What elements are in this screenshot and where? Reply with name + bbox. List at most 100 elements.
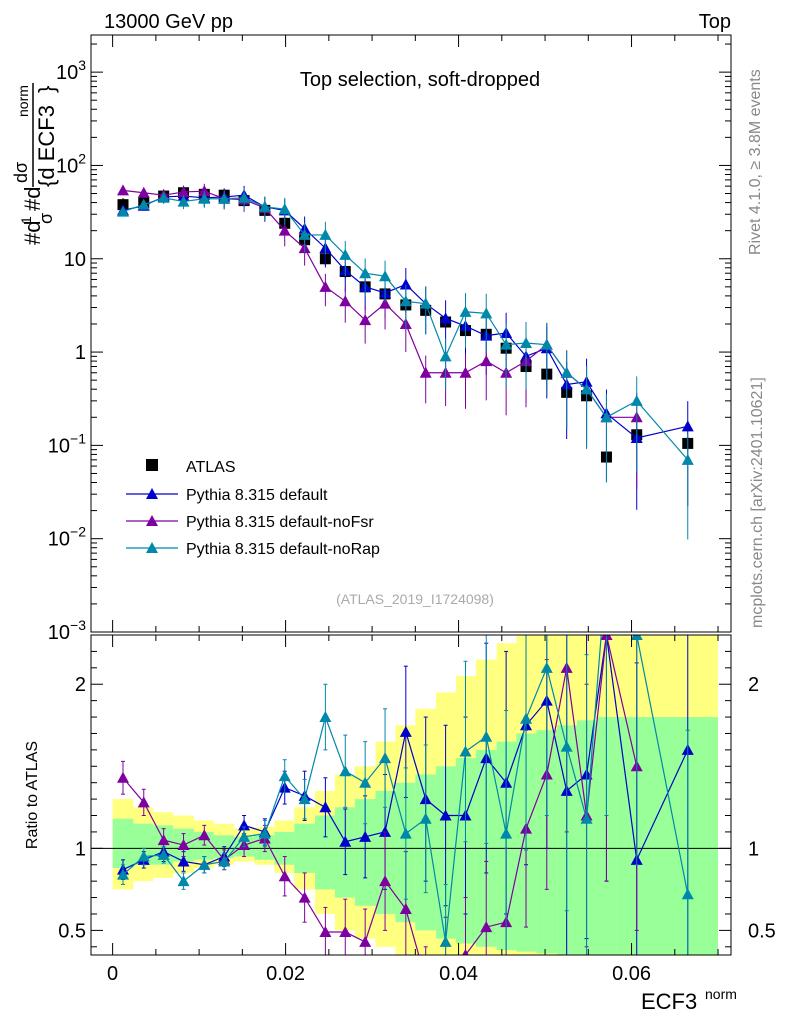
noRap-data-point	[500, 338, 513, 350]
analysis-id: (ATLAS_2019_I1724098)	[336, 591, 494, 607]
legend-item-nofsr: Pythia 8.315 default-noFsr	[126, 514, 374, 531]
noRap-data-point	[117, 205, 129, 217]
noFsr-ratio-point	[157, 834, 170, 846]
legend-label-default: Pythia 8.315 default	[186, 487, 328, 504]
main-y-tick-label: 10	[64, 249, 86, 271]
noRap-data-point	[630, 394, 643, 406]
legend: ATLAS Pythia 8.315 default Pythia 8.315 …	[126, 459, 380, 558]
ratio-x-tick-label: 0.02	[266, 963, 305, 985]
noRap-ratio-point	[298, 793, 311, 805]
legend-marker-norap	[146, 542, 158, 553]
tick-exponent: 2	[78, 150, 86, 166]
noFsr-data-point	[459, 366, 472, 378]
ratio-y-tick-label: 2	[75, 674, 86, 696]
ratio-uncertainty-band-inner	[133, 823, 154, 865]
noRap-data-point	[319, 228, 332, 240]
energy-label: 13000 GeV pp	[104, 11, 233, 33]
legend-marker-nofsr	[146, 515, 158, 526]
ratio-plot-frame	[90, 634, 732, 956]
ratio-y-tick-label: 0.5	[58, 920, 86, 942]
noFsr-ratio-point	[198, 829, 211, 841]
ratio-uncertainty-band-inner	[112, 818, 134, 869]
noRap-data-point	[439, 350, 452, 362]
noRap-data-point	[218, 192, 231, 204]
noFsr-ratio-point	[399, 903, 412, 915]
tick-base: 10	[56, 155, 78, 177]
noRap-ratio-point	[117, 868, 129, 880]
y-label-part-4: dσ	[11, 162, 31, 183]
noRap-ratio-point	[630, 635, 643, 640]
noFsr-ratio-point	[359, 935, 372, 947]
default-data-point	[681, 420, 694, 432]
noRap-data-point	[278, 203, 291, 215]
noFsr-ratio-point	[480, 921, 493, 933]
legend-item-default: Pythia 8.315 default	[126, 487, 328, 504]
noRap-data-point	[480, 307, 493, 319]
main-y-tick-label: 102	[56, 150, 86, 177]
noRap-ratio-point	[379, 752, 392, 764]
default-ratio-point	[439, 809, 452, 821]
default-ratio-point	[319, 801, 332, 813]
main-plot-title: Top selection, soft-dropped	[300, 69, 540, 91]
noRap-ratio-point	[359, 776, 372, 788]
noFsr-ratio-point	[319, 926, 332, 938]
legend-item-atlas: ATLAS	[146, 459, 236, 476]
noRap-ratio-point	[339, 765, 352, 777]
ratio-uncertainty-band-inner	[315, 815, 335, 890]
main-plot-frame	[90, 34, 732, 633]
main-y-tick-label: 10−3	[48, 617, 86, 644]
noRap-data-point	[198, 192, 211, 204]
tick-base: 10	[48, 622, 70, 644]
main-y-tick-label: 10−2	[48, 524, 86, 551]
noRap-ratio-point	[520, 712, 533, 724]
default-ratio-point	[359, 830, 372, 842]
noRap-data-point	[520, 337, 533, 349]
noRap-data-point	[379, 270, 392, 282]
y-label-part-6: norm	[15, 85, 31, 117]
main-y-tick-label: 10−1	[48, 430, 86, 457]
noFsr-data-point	[177, 185, 190, 197]
ratio-x-tick-label: 0.06	[612, 963, 651, 985]
noRap-data-point	[540, 338, 553, 350]
y-label-part-3: #d	[20, 187, 45, 211]
noRap-data-point	[600, 411, 613, 423]
ratio-y-tick-label-right: 0.5	[748, 920, 776, 942]
ratio-y-tick-label-right: 1	[748, 838, 759, 860]
ratio-x-tick-label: 0	[107, 963, 118, 985]
ratio-y-tick-label-right: 2	[748, 674, 759, 696]
legend-label-nofsr: Pythia 8.315 default-noFsr	[186, 514, 374, 531]
noRap-ratio-point	[218, 855, 231, 867]
noFsr-data-point	[117, 184, 129, 196]
noRap-ratio-point	[560, 740, 573, 752]
legend-label-atlas: ATLAS	[186, 459, 236, 476]
noFsr-ratio-point	[137, 796, 150, 808]
noRap-ratio-point	[278, 770, 291, 782]
default-ratio-point	[399, 725, 412, 737]
main-y-tick-label: 103	[56, 57, 86, 84]
tick-base: 10	[64, 249, 86, 271]
legend-item-norap: Pythia 8.315 default-noRap	[126, 541, 380, 558]
noFsr-ratio-point	[177, 839, 190, 851]
tick-exponent: −1	[70, 430, 86, 446]
noRap-data-point	[339, 248, 352, 260]
noRap-ratio-point	[580, 812, 593, 824]
noRap-ratio-point	[157, 848, 170, 860]
default-ratio-point	[177, 855, 190, 867]
y-label-part-1: 1	[18, 216, 34, 224]
noRap-ratio-point	[600, 563, 612, 574]
noFsr-data-point	[198, 185, 211, 197]
noRap-ratio-point	[137, 850, 150, 862]
noFsr-data-point	[137, 186, 150, 198]
noRap-ratio-point	[480, 730, 493, 742]
process-label: Top	[699, 11, 731, 33]
noFsr-data-point	[419, 366, 432, 378]
y-label-part-0: #d	[20, 221, 45, 245]
noRap-ratio-point	[459, 745, 472, 757]
noFsr-ratio-point	[117, 771, 129, 783]
legend-marker-atlas	[146, 459, 158, 471]
tick-exponent: −2	[70, 524, 86, 540]
legend-marker-default	[146, 488, 158, 499]
noRap-ratio-point	[399, 827, 412, 839]
noRap-ratio-point	[500, 827, 513, 839]
